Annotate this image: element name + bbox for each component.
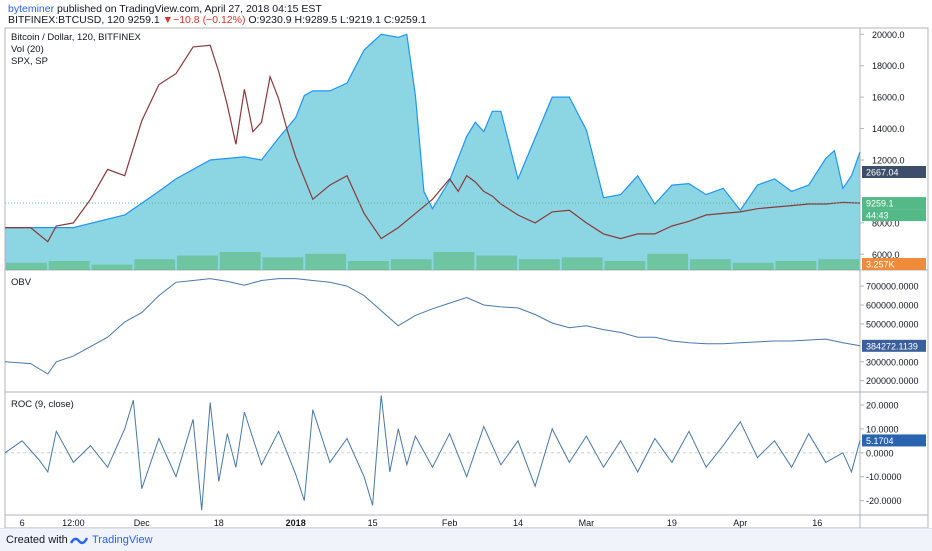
countdown-label: 44:43: [866, 211, 889, 221]
y-tick-label: 18000.0: [872, 61, 905, 71]
price-label: 9259.1: [127, 14, 160, 26]
y-tick-label: 600000.0000: [866, 301, 919, 311]
x-tick-label: Feb: [442, 518, 458, 528]
volume-bar: [305, 253, 347, 270]
down-arrow-icon: ▼: [162, 14, 174, 26]
x-tick-label: 6: [20, 518, 25, 528]
symbol-label: BITFINEX:BTCUSD, 120: [8, 14, 125, 26]
volume-bar: [134, 259, 176, 270]
y-tick-label: 0.0000: [866, 448, 894, 458]
volume-bar: [818, 259, 860, 270]
y-tick-label: 6000.0: [872, 250, 900, 260]
tradingview-link[interactable]: TradingView: [92, 534, 153, 546]
volume-value-label: 3.257K: [866, 260, 895, 270]
obv-value-label-bg: [862, 339, 926, 352]
countdown-label-bg: [862, 209, 926, 222]
volume-bar: [476, 255, 518, 270]
obv-pane[interactable]: 700000.0000 600000.0000 500000.0000 300000.…: [4, 278, 926, 387]
y-tick-label: -10.0000: [866, 472, 902, 482]
main-legend: Vol (20): [11, 44, 44, 55]
volume-bar: [390, 259, 432, 270]
y-tick-label: 300000.0000: [866, 357, 919, 367]
y-tick-label: 700000.0000: [866, 282, 919, 292]
y-tick-label: 14000.0: [872, 124, 905, 134]
volume-bar: [732, 262, 774, 270]
y-tick-label: 16000.0: [872, 93, 905, 103]
y-tick-label: 20.0000: [866, 400, 899, 410]
roc-value-label: 5.1704: [866, 436, 894, 446]
spx-value-label: 2667.04: [866, 168, 899, 178]
volume-bar: [219, 252, 261, 270]
ohlc-label: O:9230.9 H:9289.5 L:9219.1 C:9259.1: [248, 14, 427, 26]
chart-canvas[interactable]: 20000.0 18000.0 16000.0 14000.0 12000.0 8000.…: [0, 0, 932, 528]
x-tick-label: 19: [667, 518, 677, 528]
publish-line: byteminer published on TradingView.com, …: [8, 3, 322, 15]
publish-info: published on TradingView.com, April 27, …: [54, 3, 322, 15]
volume-bar: [91, 264, 133, 270]
spx-line: [5, 33, 861, 229]
tradingview-logo-icon: [70, 537, 88, 545]
last-price-label-bg: [862, 197, 926, 210]
volume-bar: [348, 261, 389, 270]
volume-bar: [604, 261, 646, 270]
symbol-line: BITFINEX:BTCUSD, 120 9259.1 ▼−10.8 (−0.1…: [8, 14, 426, 26]
last-price-label: 9259.1: [866, 199, 894, 209]
author-link[interactable]: byteminer: [8, 3, 55, 15]
volume-bar: [6, 262, 47, 270]
volume-bar: [519, 259, 560, 270]
time-axis[interactable]: 6 12:00 Dec 18 2018 15 Feb 14 Mar 19 Apr 16: [20, 518, 823, 528]
roc-legend: ROC (9, close): [11, 399, 74, 410]
x-tick-label: 18: [214, 518, 224, 528]
chart-border: [4, 27, 929, 528]
x-tick-label: Mar: [579, 518, 595, 528]
obv-legend: OBV: [11, 277, 32, 288]
x-tick-label: 14: [513, 518, 523, 528]
spx-area: [5, 34, 860, 270]
obv-value-label: 384272.1139: [866, 341, 918, 351]
volume-bar: [690, 259, 731, 270]
x-tick-label: 15: [368, 518, 378, 528]
main-legend: SPX, SP: [11, 56, 48, 67]
y-tick-label: 12000.0: [872, 156, 905, 166]
y-tick-label: -20.0000: [866, 496, 902, 506]
change-label: −10.8 (−0.12%): [173, 14, 246, 26]
volume-bar: [177, 255, 218, 270]
x-tick-label: 16: [812, 518, 822, 528]
spx-value-label-bg: [862, 166, 926, 178]
x-tick-label: 2018: [286, 518, 306, 528]
y-tick-label: 20000.0: [872, 30, 905, 40]
volume-bar: [48, 261, 90, 270]
volume-value-label-bg: [862, 258, 926, 270]
y-tick-label: 8000.0: [872, 218, 900, 228]
y-tick-label: 500000.0000: [866, 319, 919, 329]
volume-bar: [647, 253, 689, 270]
x-tick-label: 12:00: [62, 518, 85, 528]
obv-line: [4, 278, 861, 375]
x-tick-label: Dec: [134, 518, 151, 528]
x-tick-label: Apr: [733, 518, 747, 528]
volume-bar: [262, 257, 304, 270]
y-tick-label: 200000.0000: [866, 376, 919, 386]
footer-bar: Created with TradingView: [0, 528, 932, 551]
volume-bar: [775, 261, 817, 270]
y-tick-label: 10.0000: [866, 424, 899, 434]
price-line: [5, 44, 861, 243]
created-with-label: Created with: [6, 534, 68, 546]
roc-value-label-bg: [862, 434, 926, 447]
volume-bar: [433, 252, 475, 270]
price-pane[interactable]: 20000.0 18000.0 16000.0 14000.0 12000.0 8000.…: [5, 30, 926, 270]
roc-line: [4, 395, 861, 511]
roc-pane[interactable]: 20.0000 10.0000 0.0000 -10.0000 -20.0000 5.17…: [4, 395, 926, 511]
volume-bar: [561, 257, 603, 270]
main-legend: Bitcoin / Dollar, 120, BITFINEX: [11, 32, 142, 43]
